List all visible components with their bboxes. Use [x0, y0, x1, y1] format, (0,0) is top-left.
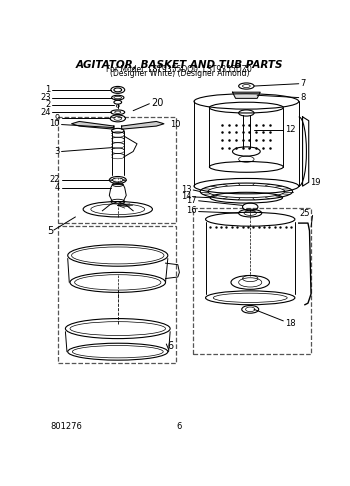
Text: 7: 7 — [300, 79, 306, 88]
Text: For Model: LST9355DQ0, LST9355DZ0: For Model: LST9355DQ0, LST9355DZ0 — [106, 66, 252, 74]
Text: 18: 18 — [285, 319, 295, 328]
Polygon shape — [71, 122, 114, 129]
Bar — [193, 208, 311, 354]
Polygon shape — [121, 122, 164, 129]
Text: 5: 5 — [48, 226, 54, 236]
Text: 9: 9 — [55, 114, 60, 123]
Bar — [58, 117, 175, 223]
Text: 2: 2 — [46, 100, 51, 109]
Text: 13: 13 — [181, 186, 192, 194]
Text: 10: 10 — [170, 120, 181, 129]
Text: 6: 6 — [177, 422, 182, 431]
Text: 6: 6 — [168, 341, 174, 350]
Text: 3: 3 — [55, 147, 60, 156]
Text: 17: 17 — [187, 196, 197, 205]
Text: 8: 8 — [300, 93, 306, 102]
Text: AGITATOR, BASKET AND TUB PARTS: AGITATOR, BASKET AND TUB PARTS — [76, 60, 283, 70]
Text: 25: 25 — [300, 209, 310, 218]
Text: 1: 1 — [46, 86, 51, 94]
Text: 12: 12 — [285, 125, 295, 135]
Text: 20: 20 — [151, 98, 163, 108]
Text: 22: 22 — [49, 175, 60, 185]
Polygon shape — [232, 92, 260, 98]
Text: 19: 19 — [310, 178, 321, 187]
Text: 14: 14 — [181, 192, 192, 201]
Text: 16: 16 — [187, 206, 197, 215]
Text: 4: 4 — [55, 183, 60, 192]
Text: (Designer White) (Designer Almond): (Designer White) (Designer Almond) — [110, 69, 249, 78]
Text: 10: 10 — [49, 119, 60, 128]
Text: 24: 24 — [40, 108, 51, 117]
Text: 23: 23 — [40, 93, 51, 102]
Text: 801276: 801276 — [51, 422, 83, 431]
Bar — [58, 226, 175, 363]
